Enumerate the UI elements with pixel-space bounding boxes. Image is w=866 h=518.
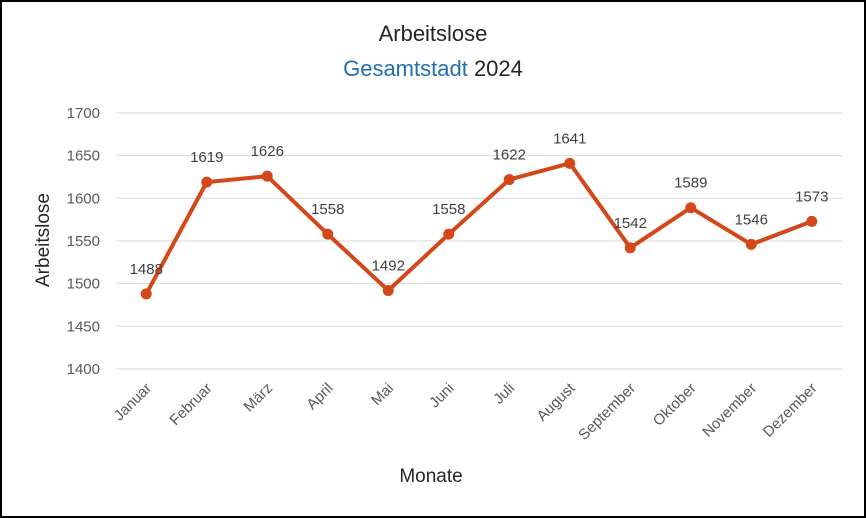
- data-point: [201, 176, 213, 188]
- data-label: 1558: [432, 201, 465, 218]
- data-label: 1626: [251, 143, 284, 160]
- data-point: [322, 228, 334, 240]
- data-label: 1589: [674, 175, 707, 192]
- x-tick-label: September: [575, 380, 639, 444]
- data-label: 1573: [795, 188, 828, 205]
- data-point: [503, 174, 515, 186]
- data-label: 1542: [614, 215, 647, 232]
- data-point: [624, 242, 636, 254]
- y-axis-title: Arbeitslose: [33, 193, 54, 287]
- y-tick-label: 1400: [67, 361, 100, 378]
- x-tick-label: Oktober: [650, 380, 700, 430]
- data-point: [685, 202, 697, 214]
- x-tick-label: Juni: [426, 380, 457, 411]
- x-tick-label: August: [534, 379, 580, 425]
- subtitle-year: 2024: [473, 56, 523, 81]
- x-tick-label: Mai: [368, 380, 397, 409]
- series-line: [144, 161, 814, 296]
- data-point: [564, 157, 576, 169]
- data-point: [382, 284, 394, 296]
- y-tick-label: 1450: [67, 318, 100, 335]
- data-point: [140, 288, 152, 300]
- data-label: 1641: [553, 130, 586, 147]
- x-tick-label: Juli: [490, 380, 518, 408]
- data-label: 1492: [372, 257, 405, 274]
- y-tick-label: 1500: [67, 276, 100, 293]
- data-point: [261, 170, 273, 182]
- x-tick-label: April: [303, 380, 336, 413]
- x-tick-label: Dezember: [760, 380, 821, 441]
- data-point: [443, 228, 455, 240]
- data-point: [806, 215, 818, 227]
- x-tick-label: November: [699, 380, 760, 441]
- chart-subtitle: Gesamtstadt 2024: [0, 56, 866, 82]
- y-tick-label: 1600: [67, 190, 100, 207]
- y-tick-label: 1650: [67, 148, 100, 165]
- x-tick-label: Januar: [111, 380, 155, 424]
- chart-title: Arbeitslose: [378, 21, 488, 46]
- data-point: [745, 238, 757, 250]
- y-tick-label: 1550: [67, 233, 100, 250]
- x-axis-title: Monate: [399, 466, 462, 487]
- data-label: 1558: [311, 201, 344, 218]
- data-label: 1488: [130, 261, 163, 278]
- y-tick-label: 1700: [67, 105, 100, 122]
- subtitle-region: Gesamtstadt: [343, 56, 468, 81]
- x-tick-label: März: [240, 380, 276, 416]
- data-label: 1622: [493, 147, 526, 164]
- x-tick-label: Februar: [166, 380, 215, 429]
- data-label: 1619: [190, 149, 223, 166]
- data-label: 1546: [735, 211, 768, 228]
